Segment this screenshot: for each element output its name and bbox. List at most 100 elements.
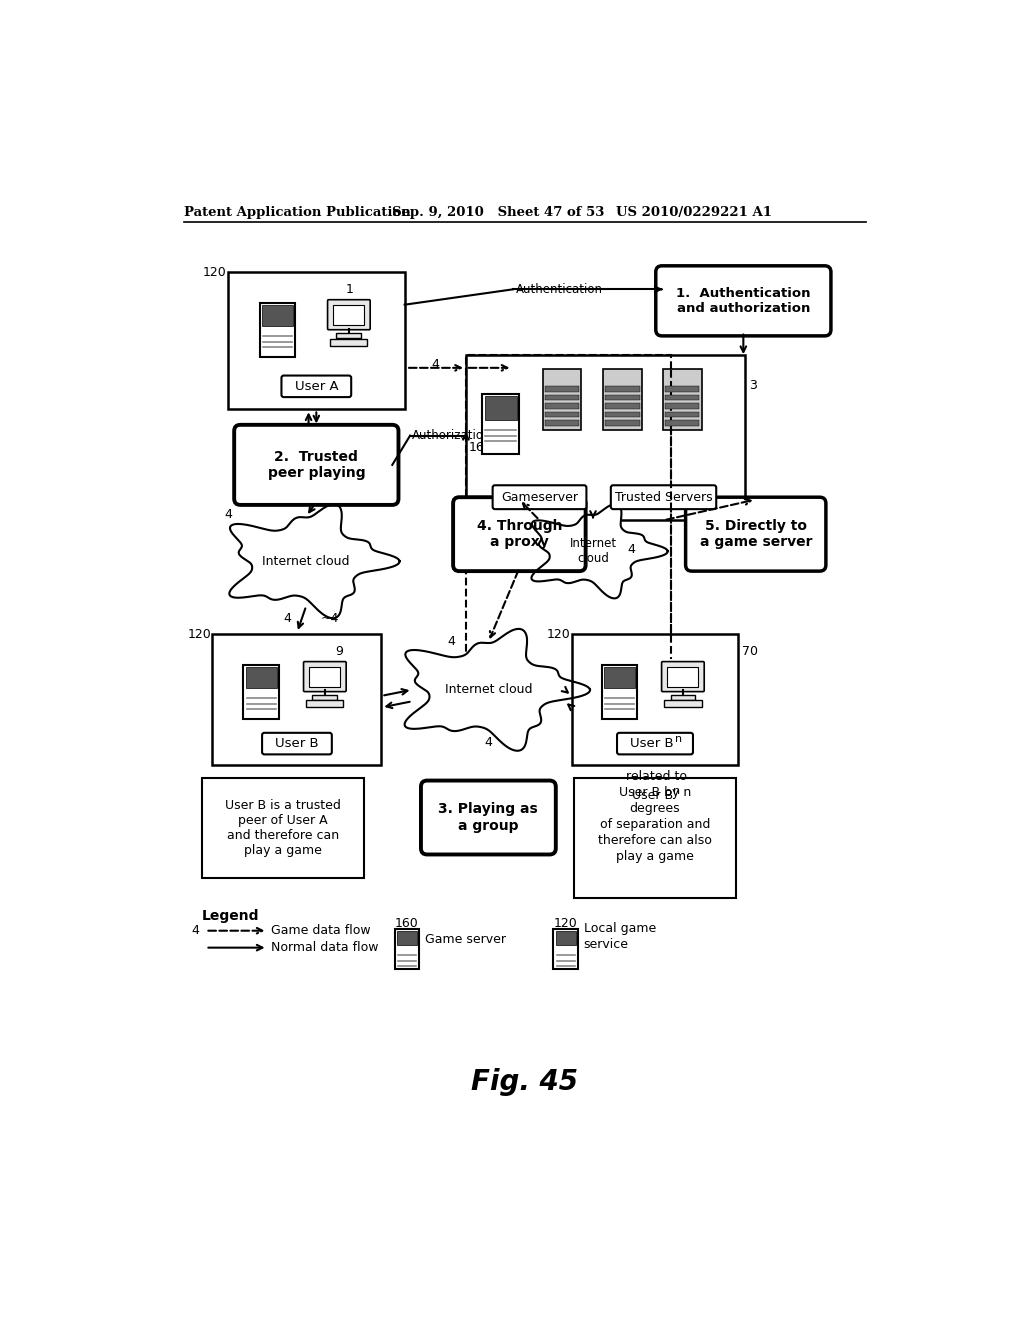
FancyBboxPatch shape xyxy=(303,661,346,692)
Text: 120: 120 xyxy=(187,628,211,642)
Text: 120: 120 xyxy=(547,628,570,642)
Text: 4: 4 xyxy=(283,612,291,626)
Text: 4: 4 xyxy=(225,508,232,521)
Bar xyxy=(244,665,280,719)
Bar xyxy=(665,420,699,425)
Text: 3. Playing as
a group: 3. Playing as a group xyxy=(438,803,539,833)
Bar xyxy=(605,404,640,409)
Bar xyxy=(482,395,519,454)
Text: Local game
service: Local game service xyxy=(584,921,656,950)
Text: 5. Directly to
a game server: 5. Directly to a game server xyxy=(699,519,812,549)
Text: 1.  Authentication
and authorization: 1. Authentication and authorization xyxy=(676,286,811,315)
Text: 70: 70 xyxy=(742,645,758,659)
Text: Internet
cloud: Internet cloud xyxy=(569,537,616,565)
Text: 4. Through
a proxy: 4. Through a proxy xyxy=(476,519,562,549)
Text: Trusted Servers: Trusted Servers xyxy=(614,491,713,504)
Polygon shape xyxy=(531,504,668,598)
Text: Legend: Legend xyxy=(202,909,259,923)
Bar xyxy=(604,668,635,688)
FancyBboxPatch shape xyxy=(686,498,826,572)
Text: User B: User B xyxy=(275,737,318,750)
Bar xyxy=(543,368,582,430)
Text: Normal data flow: Normal data flow xyxy=(271,941,379,954)
Text: 4: 4 xyxy=(431,358,439,371)
Bar xyxy=(665,395,699,400)
Bar xyxy=(262,305,293,326)
Bar xyxy=(601,665,637,719)
Bar xyxy=(665,404,699,409)
Text: 9: 9 xyxy=(336,645,344,659)
Polygon shape xyxy=(404,628,590,751)
Text: 120: 120 xyxy=(554,917,578,929)
Text: 2.  Trusted
peer playing: 2. Trusted peer playing xyxy=(267,450,366,480)
FancyBboxPatch shape xyxy=(662,661,705,692)
Bar xyxy=(397,932,417,945)
Bar xyxy=(545,412,579,417)
Text: ~4: ~4 xyxy=(321,612,339,626)
Text: 160: 160 xyxy=(468,441,492,454)
Text: Game data flow: Game data flow xyxy=(271,924,371,937)
Polygon shape xyxy=(229,504,399,618)
Bar xyxy=(556,932,575,945)
Bar xyxy=(545,420,579,425)
Text: related to
User B by n
degrees
of separation and
therefore can also
play a game: related to User B by n degrees of separa… xyxy=(598,771,712,863)
FancyBboxPatch shape xyxy=(328,300,371,330)
Bar xyxy=(665,387,699,392)
Bar xyxy=(212,635,381,766)
Bar xyxy=(605,420,640,425)
FancyBboxPatch shape xyxy=(655,265,830,335)
Bar xyxy=(334,305,365,325)
Bar xyxy=(545,387,579,392)
Bar xyxy=(466,355,744,520)
Bar xyxy=(545,404,579,409)
Bar xyxy=(466,355,672,693)
Bar xyxy=(331,339,368,346)
Bar xyxy=(260,304,295,358)
Bar xyxy=(306,701,343,708)
Text: Sep. 9, 2010   Sheet 47 of 53: Sep. 9, 2010 Sheet 47 of 53 xyxy=(391,206,604,219)
Text: User B is a trusted
peer of User A
and therefore can
play a game: User B is a trusted peer of User A and t… xyxy=(225,800,341,857)
Bar xyxy=(668,668,698,686)
Text: 1: 1 xyxy=(346,284,353,296)
Bar xyxy=(246,668,276,688)
Text: 4: 4 xyxy=(447,635,455,648)
Text: 120: 120 xyxy=(203,267,226,280)
FancyBboxPatch shape xyxy=(262,733,332,755)
Bar xyxy=(394,929,420,969)
Bar xyxy=(228,272,404,409)
Bar xyxy=(312,696,337,700)
Text: US 2010/0229221 A1: US 2010/0229221 A1 xyxy=(616,206,772,219)
Text: User B: User B xyxy=(632,788,673,801)
Bar xyxy=(337,333,361,338)
Bar xyxy=(571,635,738,766)
Text: Internet cloud: Internet cloud xyxy=(444,684,532,696)
FancyBboxPatch shape xyxy=(421,780,556,854)
Text: Game server: Game server xyxy=(425,933,506,946)
Bar xyxy=(202,779,365,878)
Bar xyxy=(545,395,579,400)
Text: Patent Application Publication: Patent Application Publication xyxy=(183,206,411,219)
Bar xyxy=(605,412,640,417)
Bar xyxy=(573,779,736,898)
Text: 4: 4 xyxy=(628,543,636,556)
Text: n: n xyxy=(675,734,682,744)
Bar xyxy=(603,368,642,430)
Text: User A: User A xyxy=(295,380,338,393)
Bar xyxy=(309,668,340,686)
Bar xyxy=(554,929,579,969)
Text: 160: 160 xyxy=(395,917,419,929)
Text: 3: 3 xyxy=(749,379,757,392)
Bar xyxy=(605,387,640,392)
Bar xyxy=(665,701,701,708)
FancyBboxPatch shape xyxy=(493,486,587,510)
FancyBboxPatch shape xyxy=(453,498,586,572)
Text: n: n xyxy=(673,785,680,796)
Text: 4: 4 xyxy=(484,735,493,748)
Bar xyxy=(663,368,701,430)
Text: Authorization: Authorization xyxy=(412,429,492,442)
Text: Fig. 45: Fig. 45 xyxy=(471,1068,579,1097)
Bar xyxy=(605,395,640,400)
Text: 4: 4 xyxy=(191,924,200,937)
Text: User B: User B xyxy=(630,737,674,750)
Bar xyxy=(665,412,699,417)
